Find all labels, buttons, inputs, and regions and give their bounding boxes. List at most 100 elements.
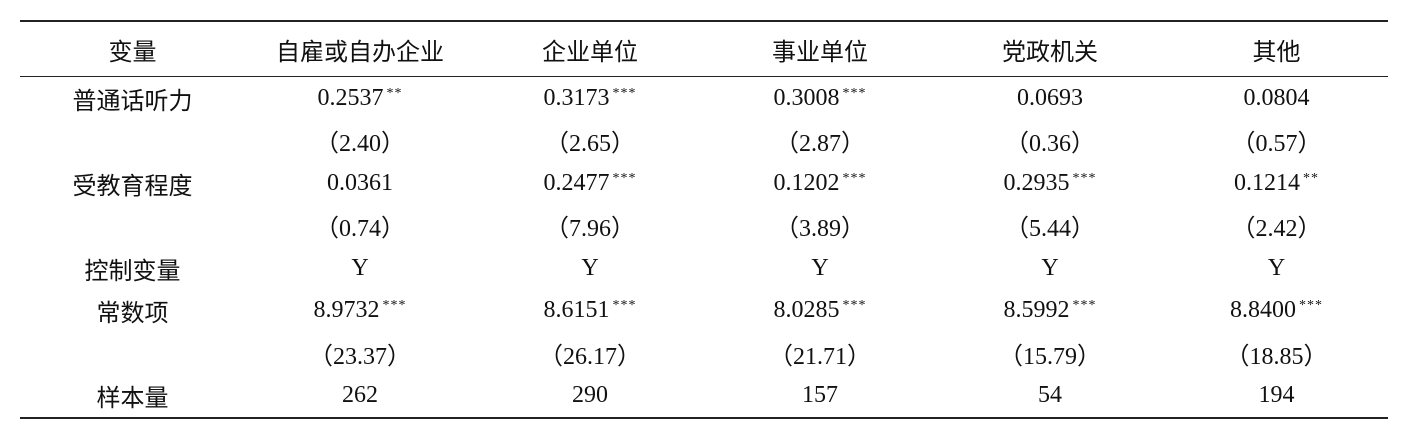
table-row: （23.37） （26.17） （21.71） （15.79） （18.85） [20, 332, 1388, 375]
row-label: 受教育程度 [72, 173, 193, 200]
value-cell: 8.6151 *** [475, 290, 705, 333]
cell-value: （2.65） [545, 131, 635, 158]
value-cell: 8.9732 *** [245, 290, 475, 333]
significance-stars: *** [1299, 298, 1323, 314]
table-row: 普通话听力 0.2537 ** 0.3173 *** 0.3008 *** 0.0693 0.0… [20, 77, 1388, 120]
value-cell: （15.79） [935, 332, 1165, 375]
significance-stars: *** [1072, 170, 1097, 186]
significance-stars: *** [612, 170, 637, 186]
value-cell: Y [935, 247, 1165, 290]
cell-value: 0.0693 [1017, 84, 1083, 111]
significance-stars: *** [842, 170, 867, 186]
cell-value: （18.85） [1225, 343, 1328, 370]
header-row: 变量 自雇或自办企业 企业单位 事业单位 党政机关 其他 [20, 21, 1388, 77]
cell-value: 194 [1258, 382, 1295, 409]
cell-value: （0.74） [315, 216, 405, 243]
header-cell: 事业单位 [705, 21, 935, 77]
significance-stars: *** [1072, 298, 1097, 314]
value-cell: （23.37） [245, 332, 475, 375]
table-row: 常数项 8.9732 *** 8.6151 *** 8.0285 *** 8.5992 *** 8… [20, 290, 1388, 333]
value-cell: 157 [705, 375, 935, 419]
value-cell: （21.71） [705, 332, 935, 375]
header-cell: 自雇或自办企业 [245, 21, 475, 77]
value-cell: 8.8400 *** [1165, 290, 1388, 333]
value-cell: Y [705, 247, 935, 290]
cell-value: Y [351, 254, 369, 281]
value-cell: （3.89） [705, 205, 935, 248]
value-cell: （2.42） [1165, 205, 1388, 248]
row-label [20, 205, 245, 248]
value-cell: 0.2477 *** [475, 162, 705, 205]
row-label [20, 120, 245, 163]
cell-value: Y [1267, 254, 1286, 281]
row-label: 常数项 [96, 301, 169, 328]
cell-value: Y [811, 254, 829, 281]
row-label: 样本量 [96, 386, 169, 413]
value-cell: 0.3173 *** [475, 77, 705, 120]
table-row: 受教育程度 0.0361 0.2477 *** 0.1202 *** 0.2935 *** 0.… [20, 162, 1388, 205]
cell-value: 290 [572, 382, 608, 409]
significance-stars: ** [386, 85, 403, 101]
cell-value: 0.1214 [1234, 169, 1300, 196]
cell-value: 0.2537 [317, 84, 384, 111]
value-cell: 54 [935, 375, 1165, 419]
cell-value: Y [581, 254, 599, 281]
value-cell: 0.1214 ** [1165, 162, 1388, 205]
row-label: 控制变量 [84, 258, 181, 285]
cell-value: 8.9732 [313, 297, 380, 324]
table-row: 样本量 262 290 157 54 194 [20, 375, 1388, 419]
value-cell: （26.17） [475, 332, 705, 375]
table-row: （0.74） （7.96） （3.89） （5.44） （2.42） [20, 205, 1388, 248]
cell-value: （26.17） [539, 343, 641, 370]
cell-value: （3.89） [775, 216, 865, 243]
value-cell: （18.85） [1165, 332, 1388, 375]
header-cell: 变量 [20, 21, 245, 77]
significance-stars: *** [842, 298, 867, 314]
value-cell: （5.44） [935, 205, 1165, 248]
cell-value: （0.57） [1231, 131, 1322, 158]
cell-value: 0.2477 [543, 169, 610, 196]
value-cell: Y [475, 247, 705, 290]
table-row: 控制变量 Y Y Y Y Y [20, 247, 1388, 290]
cell-value: 54 [1038, 382, 1062, 409]
table-header: 变量 自雇或自办企业 企业单位 事业单位 党政机关 其他 [20, 21, 1388, 77]
value-cell: 290 [475, 375, 705, 419]
cell-value: 0.1202 [773, 169, 840, 196]
value-cell: 8.0285 *** [705, 290, 935, 333]
cell-value: （21.71） [769, 343, 871, 370]
cell-value: Y [1041, 254, 1059, 281]
header-cell: 党政机关 [935, 21, 1165, 77]
row-label [20, 332, 245, 375]
cell-value: （7.96） [545, 216, 635, 243]
cell-value: 8.5992 [1003, 297, 1070, 324]
value-cell: Y [1165, 247, 1388, 290]
header-cell: 企业单位 [475, 21, 705, 77]
cell-value: （2.42） [1231, 216, 1322, 243]
value-cell: 0.0361 [245, 162, 475, 205]
cell-value: 8.8400 [1230, 297, 1296, 324]
value-cell: 0.0804 [1165, 77, 1388, 120]
cell-value: 0.0361 [327, 169, 393, 196]
significance-stars: *** [382, 298, 407, 314]
cell-value: （5.44） [1005, 216, 1095, 243]
value-cell: 0.3008 *** [705, 77, 935, 120]
table-row: （2.40） （2.65） （2.87） （0.36） （0.57） [20, 120, 1388, 163]
cell-value: 262 [342, 382, 378, 409]
significance-stars: *** [612, 85, 637, 101]
cell-value: 8.0285 [773, 297, 840, 324]
cell-value: （0.36） [1005, 131, 1095, 158]
value-cell: （2.40） [245, 120, 475, 163]
cell-value: 0.0804 [1243, 84, 1310, 111]
significance-stars: *** [612, 298, 637, 314]
cell-value: （2.87） [775, 131, 865, 158]
value-cell: （7.96） [475, 205, 705, 248]
cell-value: 0.3173 [543, 84, 610, 111]
value-cell: （0.57） [1165, 120, 1388, 163]
value-cell: 0.1202 *** [705, 162, 935, 205]
cell-value: （23.37） [309, 343, 411, 370]
value-cell: 0.2537 ** [245, 77, 475, 120]
cell-value: 0.3008 [773, 84, 840, 111]
cell-value: 8.6151 [543, 297, 610, 324]
value-cell: （2.87） [705, 120, 935, 163]
